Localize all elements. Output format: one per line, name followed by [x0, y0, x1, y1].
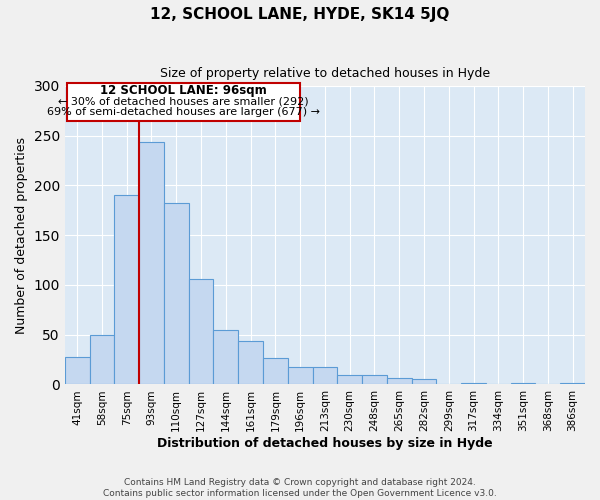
- Bar: [188, 279, 214, 384]
- Bar: [288, 366, 313, 384]
- Text: 12, SCHOOL LANE, HYDE, SK14 5JQ: 12, SCHOOL LANE, HYDE, SK14 5JQ: [151, 8, 449, 22]
- Text: Contains HM Land Registry data © Crown copyright and database right 2024.
Contai: Contains HM Land Registry data © Crown c…: [103, 478, 497, 498]
- Text: 12 SCHOOL LANE: 96sqm: 12 SCHOOL LANE: 96sqm: [100, 84, 267, 98]
- Bar: [387, 378, 412, 384]
- Bar: [337, 374, 362, 384]
- Title: Size of property relative to detached houses in Hyde: Size of property relative to detached ho…: [160, 68, 490, 80]
- Text: ← 30% of detached houses are smaller (292): ← 30% of detached houses are smaller (29…: [58, 97, 309, 107]
- Bar: [67, 83, 300, 120]
- Bar: [89, 334, 115, 384]
- Bar: [313, 366, 337, 384]
- Y-axis label: Number of detached properties: Number of detached properties: [15, 136, 28, 334]
- X-axis label: Distribution of detached houses by size in Hyde: Distribution of detached houses by size …: [157, 437, 493, 450]
- Bar: [65, 356, 89, 384]
- Text: 69% of semi-detached houses are larger (677) →: 69% of semi-detached houses are larger (…: [47, 106, 320, 117]
- Bar: [164, 204, 188, 384]
- Bar: [412, 380, 436, 384]
- Bar: [362, 374, 387, 384]
- Bar: [238, 340, 263, 384]
- Bar: [214, 330, 238, 384]
- Bar: [263, 358, 288, 384]
- Bar: [139, 142, 164, 384]
- Bar: [115, 196, 139, 384]
